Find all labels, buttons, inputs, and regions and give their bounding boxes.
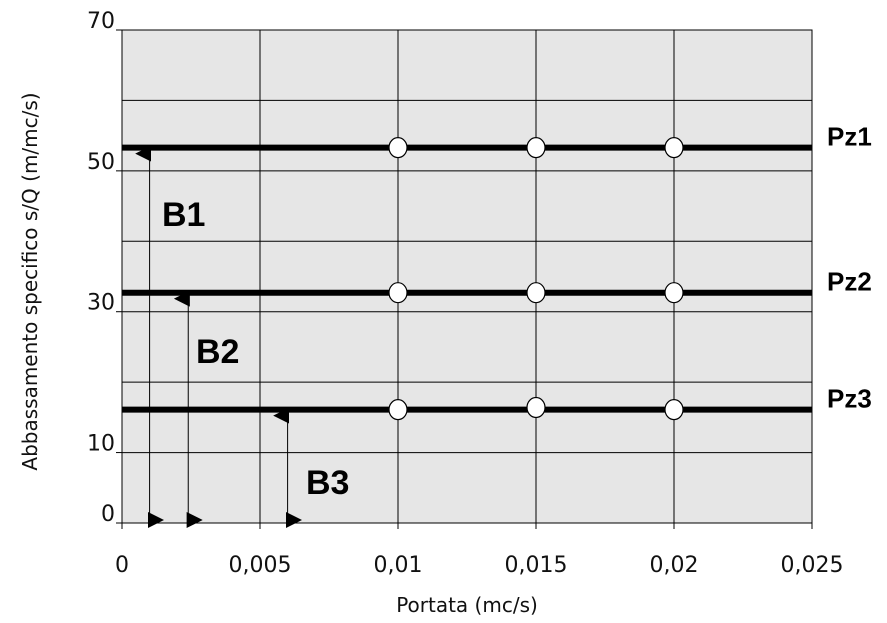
data-point <box>388 399 408 421</box>
data-point <box>664 137 684 159</box>
x-tick-label: 0 <box>115 553 129 578</box>
data-point <box>664 399 684 421</box>
annotation-label: B2 <box>196 333 239 371</box>
x-tick-label: 0,005 <box>229 553 292 578</box>
y-tick-label: 10 <box>87 432 115 457</box>
annotation-label: B3 <box>306 464 349 502</box>
x-axis-title: Portata (mc/s) <box>396 593 538 617</box>
data-point <box>664 282 684 304</box>
annotation-label: B1 <box>162 196 205 234</box>
plot-area <box>121 29 813 524</box>
data-point <box>526 396 546 419</box>
x-tick-label: 0,015 <box>505 553 568 578</box>
data-point <box>388 282 408 304</box>
series-label: Pz1 <box>827 122 872 152</box>
series-label: Pz2 <box>827 267 872 297</box>
y-tick-label: 0 <box>101 502 115 527</box>
y-tick-label: 70 <box>87 9 115 34</box>
y-axis-title: Abbassamento specifico s/Q (m/mc/s) <box>18 92 42 470</box>
y-tick-label: 50 <box>87 150 115 175</box>
data-point <box>526 282 546 304</box>
x-tick-label: 0,02 <box>650 553 699 578</box>
x-tick-label: 0,01 <box>374 553 423 578</box>
y-tick-label: 30 <box>87 291 115 316</box>
data-point <box>388 137 408 159</box>
data-point <box>526 137 546 159</box>
series-label: Pz3 <box>827 384 872 414</box>
x-tick-label: 0,025 <box>781 553 844 578</box>
